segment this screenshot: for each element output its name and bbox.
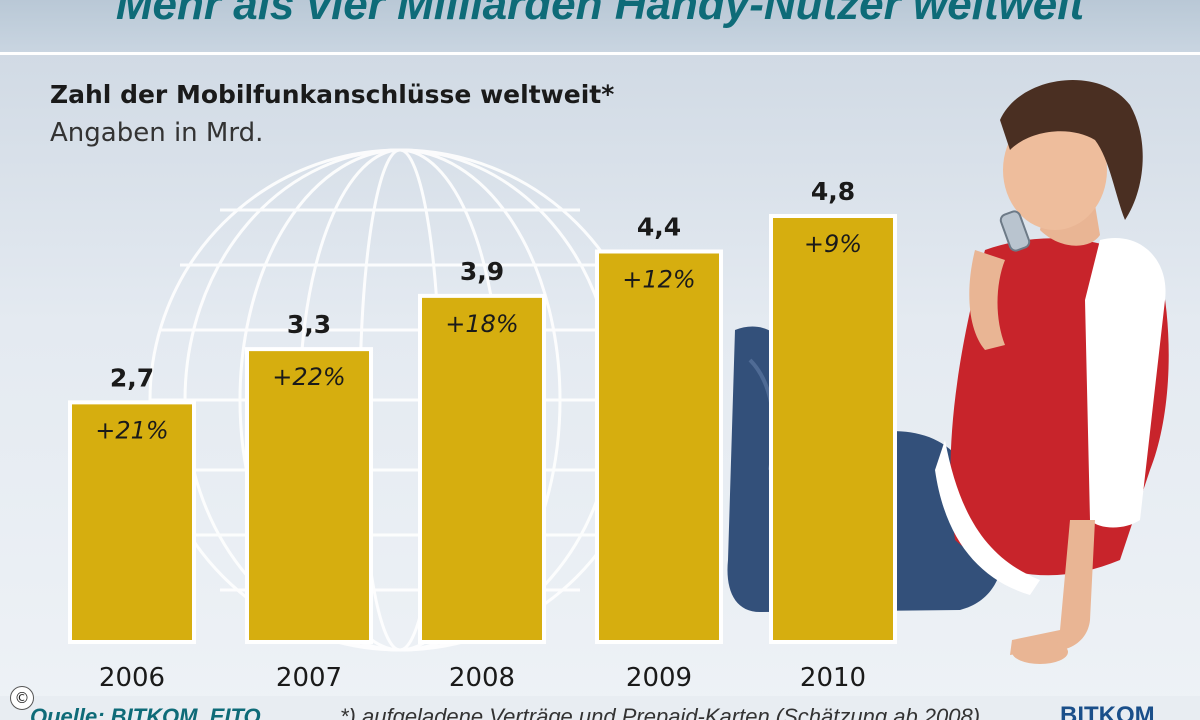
growth-label-2009: +12%	[622, 266, 695, 294]
x-tick-label-2009: 2009	[626, 663, 692, 693]
bitkom-logo: BITKOM	[1060, 702, 1155, 720]
growth-label-2008: +18%	[445, 310, 518, 338]
value-label-2007: 3,3	[287, 310, 331, 339]
value-label-2010: 4,8	[811, 177, 855, 206]
x-tick-label-2010: 2010	[800, 663, 866, 693]
growth-label-2007: +22%	[272, 363, 345, 391]
x-tick-label-2007: 2007	[276, 663, 342, 693]
chart-subtitle: Angaben in Mrd.	[50, 118, 264, 148]
bar-2007	[245, 347, 373, 644]
growth-label-2006: +21%	[95, 416, 168, 444]
value-label-2008: 3,9	[460, 257, 504, 286]
footnote-text: *) aufgeladene Verträge und Prepaid-Kart…	[340, 704, 981, 720]
bar-2008	[418, 293, 546, 644]
page-title: Mehr als vier Milliarden Handy-Nutzer we…	[115, 0, 1085, 29]
growth-label-2010: +9%	[804, 230, 862, 258]
bar-2010	[769, 214, 897, 644]
bar-2006	[68, 400, 196, 644]
source-text: Quelle: BITKOM, EITO	[30, 704, 261, 720]
copyright-icon: ©	[10, 686, 34, 710]
chart-title: Zahl der Mobilfunkanschlüsse weltweit*	[50, 80, 615, 109]
x-tick-label-2008: 2008	[449, 663, 515, 693]
value-label-2009: 4,4	[637, 213, 681, 242]
footer: Quelle: BITKOM, EITO *) aufgeladene Vert…	[0, 696, 1200, 720]
bar-2009	[595, 249, 723, 644]
value-label-2006: 2,7	[110, 363, 154, 392]
x-tick-label-2006: 2006	[99, 663, 165, 693]
title-band: Mehr als vier Milliarden Handy-Nutzer we…	[0, 0, 1200, 55]
